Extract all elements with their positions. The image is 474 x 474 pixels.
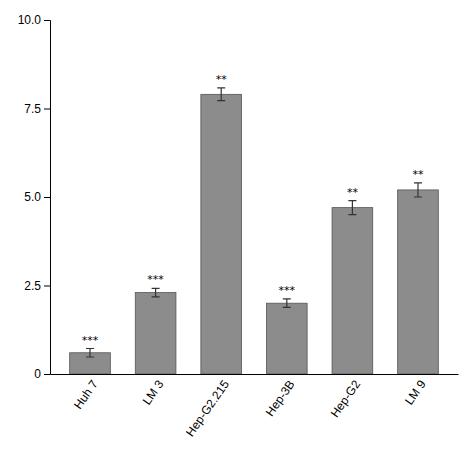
x-tick-label: Hep-G2 <box>328 377 364 420</box>
y-axis: 0 2.5 5.0 7.5 10.0 <box>18 13 51 381</box>
error-bar <box>86 349 94 357</box>
x-tick-label: LM 3 <box>140 377 167 407</box>
plot: 02.55.07.510.0Huh 7LM 3Hep-G2.215Hep-3BH… <box>18 13 459 439</box>
significance-label: ** <box>347 186 359 199</box>
y-tick-mark <box>44 20 50 21</box>
annotations: *************** <box>82 73 424 347</box>
x-tick: Huh 7 <box>71 377 101 412</box>
y-tick: 10.0 <box>18 13 50 27</box>
y-tick: 2.5 <box>24 279 50 293</box>
x-tick: Hep-G2 <box>328 377 364 420</box>
bar <box>398 190 439 374</box>
y-tick-label: 10.0 <box>18 13 42 27</box>
error-bar <box>152 288 160 296</box>
y-tick-label: 0 <box>34 367 41 381</box>
x-tick: LM 3 <box>140 377 167 407</box>
significance-label: *** <box>147 273 164 286</box>
y-tick-mark <box>44 374 50 375</box>
marks <box>70 88 439 374</box>
chart: 02.55.07.510.0Huh 7LM 3Hep-G2.215Hep-3BH… <box>0 0 474 474</box>
error-bar <box>348 201 356 215</box>
x-axis: Huh 7 LM 3 Hep-G2.215 Hep-3B Hep-G2 LM 9 <box>51 375 459 440</box>
y-tick: 0 <box>34 367 50 381</box>
bar <box>201 94 242 374</box>
y-axis-line <box>44 21 51 375</box>
x-tick-label: Hep-G2.215 <box>183 377 232 439</box>
error-bar <box>217 88 225 101</box>
x-tick: Hep-3B <box>263 378 298 419</box>
error-bar <box>283 299 291 307</box>
y-tick-mark <box>44 197 50 198</box>
y-tick-label: 2.5 <box>24 279 41 293</box>
x-tick-label: Huh 7 <box>71 377 101 412</box>
y-tick-mark <box>44 109 50 110</box>
y-tick-mark <box>44 286 50 287</box>
bar <box>266 303 307 374</box>
bar <box>135 293 176 374</box>
y-tick: 7.5 <box>24 102 50 116</box>
error-bar <box>414 183 422 197</box>
significance-label: ** <box>216 73 228 86</box>
x-tick-label: LM 9 <box>402 377 429 407</box>
significance-label: *** <box>279 284 296 297</box>
significance-label: *** <box>82 334 99 347</box>
y-tick: 5.0 <box>24 190 50 204</box>
significance-label: ** <box>412 168 424 181</box>
bar <box>332 208 373 374</box>
x-tick: LM 9 <box>402 377 429 407</box>
x-tick: Hep-G2.215 <box>183 377 232 439</box>
y-tick-label: 7.5 <box>24 102 41 116</box>
x-tick-label: Hep-3B <box>263 378 298 419</box>
y-tick-label: 5.0 <box>24 190 41 204</box>
x-axis-line <box>51 374 459 375</box>
